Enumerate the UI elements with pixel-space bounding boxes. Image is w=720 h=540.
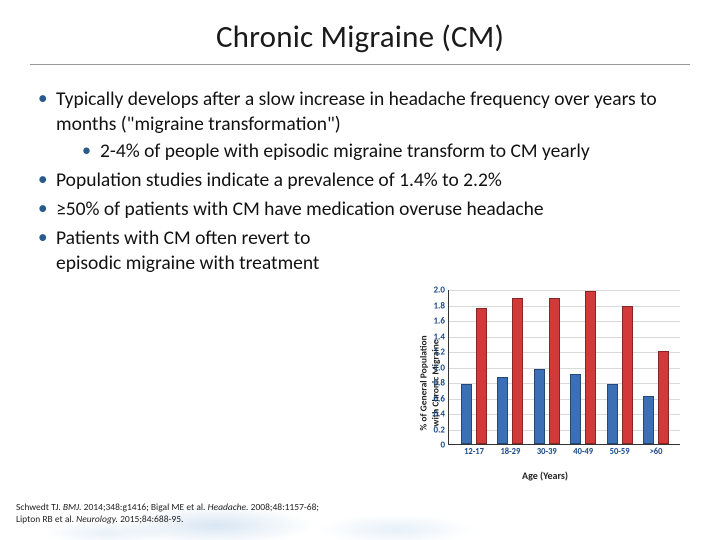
chart-ytick: 0.8	[433, 378, 449, 389]
bullet-text: Population studies indicate a prevalence…	[56, 168, 502, 192]
sub-bullet-list: 2-4% of people with episodic migraine tr…	[56, 139, 690, 164]
chart-bar	[570, 374, 581, 444]
bullet-item: ≥50% of patients with CM have medication…	[36, 197, 690, 222]
chart-ytick: 1.6	[433, 316, 449, 327]
chart-bar	[622, 306, 633, 444]
chart-plot-area: 00.20.40.60.81.01.21.41.61.82.012-1718-2…	[448, 290, 680, 445]
chart-ytick: 0.4	[433, 409, 449, 420]
chart-ytick: 1.0	[433, 362, 449, 373]
chart-xtick: >60	[650, 444, 663, 457]
chart-xtick: 12-17	[464, 444, 484, 457]
chart-x-axis-label: Age (Years)	[522, 469, 568, 482]
chart-bar	[658, 351, 669, 444]
bullet-item: Population studies indicate a prevalence…	[36, 168, 690, 193]
chart-bar	[549, 298, 560, 444]
chart-ytick: 0.2	[433, 424, 449, 435]
chart-xtick: 40-49	[573, 444, 593, 457]
chart-gridline	[449, 306, 680, 307]
slide: Chronic Migraine (CM) Typically develops…	[0, 0, 720, 540]
citation-text: Schwedt TJ. BMJ. 2014;348:g1416; Bigal M…	[16, 502, 319, 526]
chart-bar	[476, 308, 487, 444]
page-title: Chronic Migraine (CM)	[30, 18, 690, 65]
chart-ytick: 2.0	[433, 285, 449, 296]
chart-ytick: 1.8	[433, 300, 449, 311]
chart-xtick: 18-29	[500, 444, 520, 457]
bullet-text: ≥50% of patients with CM have medication…	[56, 197, 544, 221]
sub-bullet-text: 2-4% of people with episodic migraine tr…	[100, 139, 590, 163]
bullet-item: Patients with CM often revert to episodi…	[36, 226, 690, 276]
chart-bar	[643, 396, 654, 444]
bullet-text: Typically develops after a slow increase…	[56, 87, 657, 136]
prevalence-chart: % of General Populationwith Chronic Migr…	[388, 286, 690, 480]
chart-ytick: 1.4	[433, 331, 449, 342]
sub-bullet-item: 2-4% of people with episodic migraine tr…	[82, 139, 690, 164]
chart-bar	[461, 384, 472, 444]
chart-gridline	[449, 290, 680, 291]
bullet-item: Typically develops after a slow increase…	[36, 87, 690, 164]
chart-ytick: 0	[440, 440, 449, 451]
chart-bar	[534, 369, 545, 444]
chart-ytick: 0.6	[433, 393, 449, 404]
chart-xtick: 50-59	[610, 444, 630, 457]
chart-ytick: 1.2	[433, 347, 449, 358]
chart-bar	[512, 298, 523, 444]
chart-bar	[497, 377, 508, 444]
chart-bar	[585, 291, 596, 444]
chart-xtick: 30-39	[537, 444, 557, 457]
chart-bar	[607, 384, 618, 444]
bullet-text: Patients with CM often revert to episodi…	[56, 226, 376, 276]
bullet-list: Typically develops after a slow increase…	[30, 87, 690, 276]
